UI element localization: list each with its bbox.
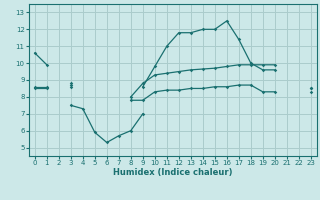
- X-axis label: Humidex (Indice chaleur): Humidex (Indice chaleur): [113, 168, 233, 177]
